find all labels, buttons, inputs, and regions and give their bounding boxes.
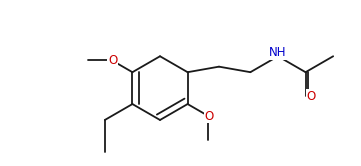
Text: O: O xyxy=(205,110,214,123)
Text: O: O xyxy=(108,54,117,67)
Text: O: O xyxy=(306,90,316,103)
Text: NH: NH xyxy=(269,46,287,59)
